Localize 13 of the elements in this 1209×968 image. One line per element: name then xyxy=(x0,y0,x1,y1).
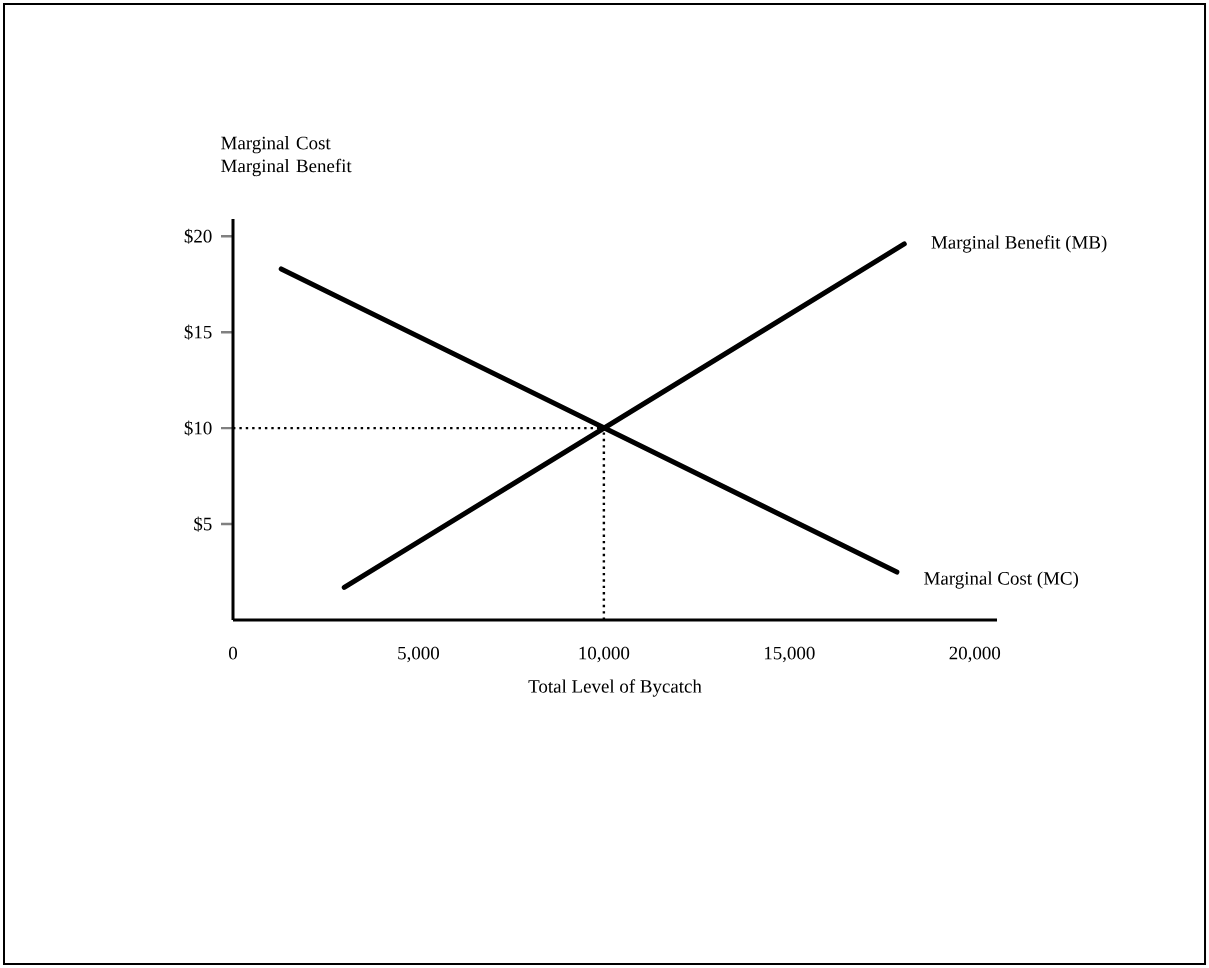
y-tick-label: $15 xyxy=(184,324,212,340)
y-axis-title: Marginal Cost Marginal Benefit xyxy=(221,136,352,177)
x-tick-label: 20,000 xyxy=(949,646,1001,663)
y-tick-label: $5 xyxy=(194,516,212,532)
series-label: Marginal Benefit (MB) xyxy=(931,235,1107,253)
x-tick-label: 10,000 xyxy=(579,646,630,663)
x-tick-label: 5,000 xyxy=(398,646,440,663)
y-tick-label: $20 xyxy=(184,228,212,244)
x-axis-title: Total Level of Bycatch xyxy=(528,679,702,697)
x-tick-label: 15,000 xyxy=(764,646,815,663)
y-tick-label: $10 xyxy=(184,420,212,436)
series-label: Marginal Cost (MC) xyxy=(924,571,1079,589)
x-tick-label: 0 xyxy=(228,646,238,660)
